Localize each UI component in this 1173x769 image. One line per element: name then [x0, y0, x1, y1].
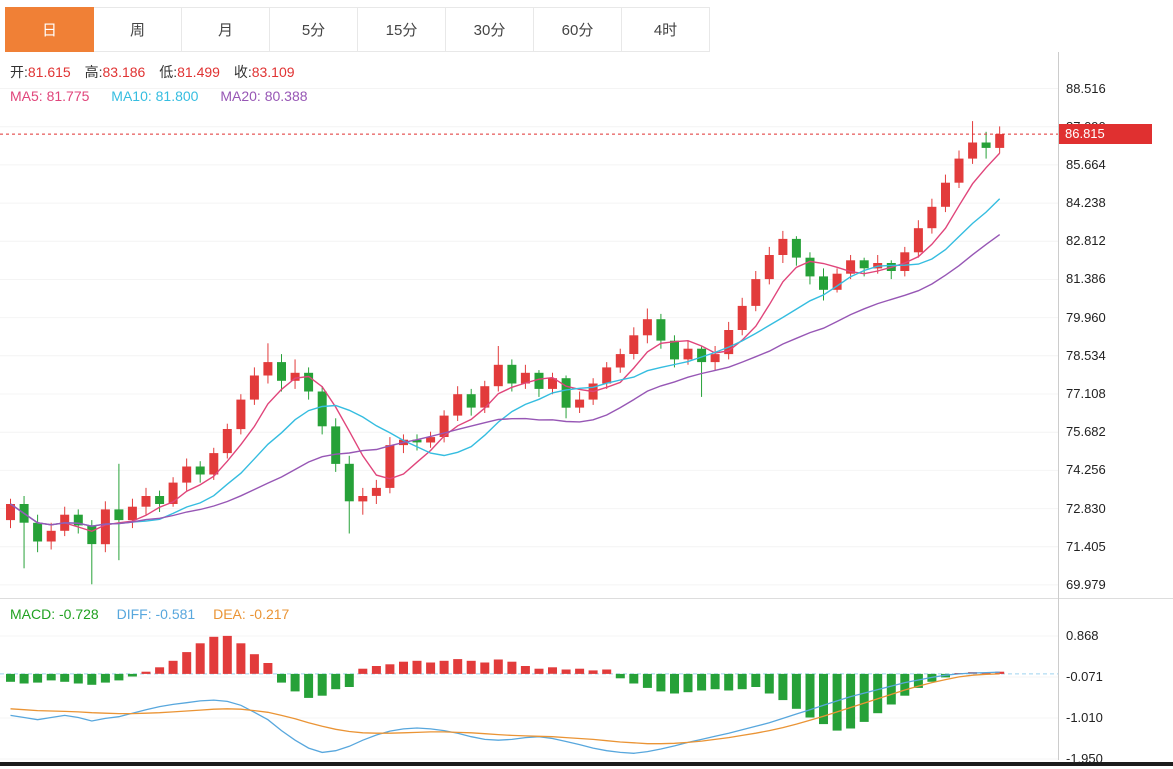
macd-axis-label: 0.868	[1066, 628, 1099, 643]
diff-value: DIFF: -0.581	[116, 606, 196, 622]
ohlc-close-value: 83.109	[251, 64, 295, 80]
macd-axis-label: -1.950	[1066, 751, 1103, 766]
macd-axis[interactable]: 0.868 -0.071 -1.010 -1.950	[1062, 600, 1152, 766]
price-axis-label: 77.108	[1066, 386, 1106, 401]
macd-value: MACD: -0.728	[10, 606, 99, 622]
macd-axis-label: -0.071	[1066, 669, 1103, 684]
price-axis-label: 85.664	[1066, 157, 1106, 172]
price-axis-label: 79.960	[1066, 310, 1106, 325]
tab-30min[interactable]: 30分	[445, 7, 534, 52]
tab-month[interactable]: 月	[181, 7, 270, 52]
dea-line	[10, 673, 1000, 745]
price-axis-label: 72.830	[1066, 501, 1106, 516]
price-axis-label: 75.682	[1066, 424, 1106, 439]
candles-layer	[6, 121, 1005, 585]
macd-readout: MACD: -0.728 DIFF: -0.581 DEA: -0.217	[10, 606, 289, 622]
price-axis-label: 82.812	[1066, 233, 1106, 248]
price-axis-label: 74.256	[1066, 462, 1106, 477]
ma10-line	[10, 198, 1001, 527]
axis-separator-line	[1058, 52, 1059, 760]
ma5-line	[10, 152, 1001, 533]
ma20-line	[10, 234, 1001, 527]
ohlc-close-label: 收:	[233, 64, 252, 80]
ohlc-high-label: 高:	[84, 64, 103, 80]
macd-histogram	[6, 635, 1005, 731]
dea-value: DEA: -0.217	[213, 606, 290, 622]
tab-day[interactable]: 日	[5, 7, 94, 52]
macd-axis-label: -1.010	[1066, 710, 1103, 725]
ma20-value: MA20: 80.388	[220, 88, 308, 104]
panel-separator	[0, 598, 1173, 599]
tab-4hour[interactable]: 4时	[621, 7, 710, 52]
ma10-value: MA10: 81.800	[111, 88, 199, 104]
price-axis-label: 78.534	[1066, 348, 1106, 363]
tab-5min[interactable]: 5分	[269, 7, 358, 52]
macd-chart[interactable]	[0, 600, 1058, 760]
price-axis-label: 71.405	[1066, 539, 1106, 554]
price-axis-label: 81.386	[1066, 271, 1106, 286]
ohlc-low-label: 低:	[159, 64, 178, 80]
price-axis-label: 88.516	[1066, 81, 1106, 96]
ma5-value: MA5: 81.775	[10, 88, 90, 104]
diff-line	[10, 671, 1000, 754]
ohlc-low-value: 81.499	[177, 64, 220, 80]
timeframe-tabbar: 日 周 月 5分 15分 30分 60分 4时	[5, 7, 710, 52]
ohlc-readout: 开:81.615 高:83.186 低:81.499 收:83.109	[10, 62, 305, 82]
ohlc-high-value: 83.186	[102, 64, 146, 80]
ma-readout: MA5: 81.775 MA10: 81.800 MA20: 80.388	[10, 88, 308, 104]
tab-week[interactable]: 周	[93, 7, 182, 52]
candlestick-chart[interactable]	[0, 52, 1058, 598]
price-axis[interactable]: 88.51687.09085.66484.23882.81281.38679.9…	[1062, 52, 1152, 598]
tab-60min[interactable]: 60分	[533, 7, 622, 52]
tab-15min[interactable]: 15分	[357, 7, 446, 52]
bottom-border-bar	[0, 762, 1173, 766]
ohlc-open-label: 开:	[10, 64, 28, 80]
price-axis-label: 69.979	[1066, 577, 1106, 592]
ohlc-open-value: 81.615	[27, 64, 71, 80]
price-axis-label: 84.238	[1066, 195, 1106, 210]
current-price-badge: 86.815	[1059, 124, 1152, 144]
